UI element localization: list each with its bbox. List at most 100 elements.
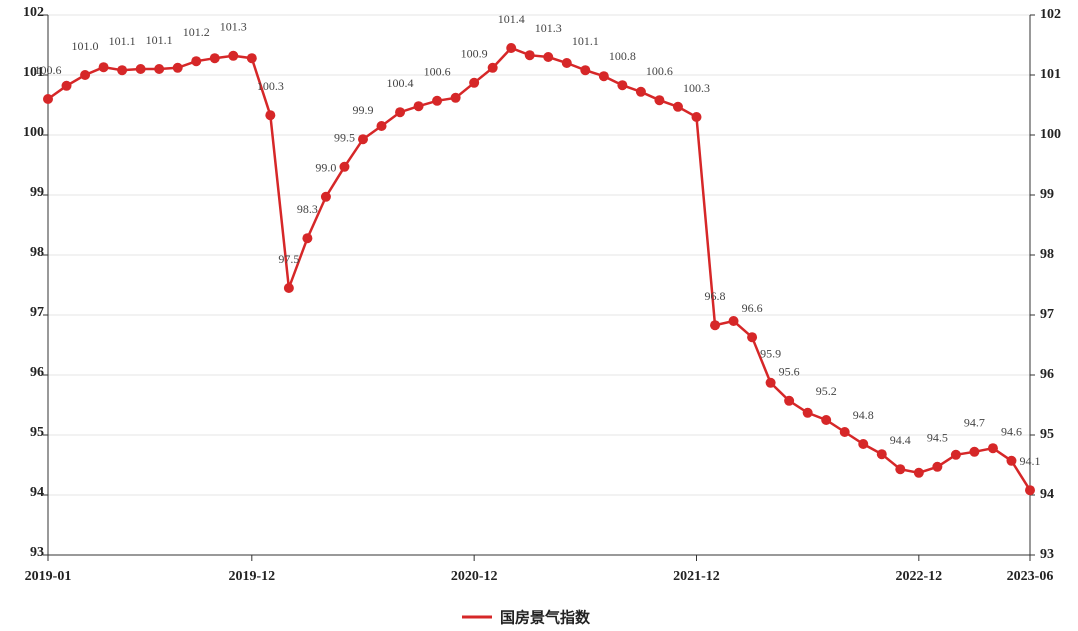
y2-tick-label: 96 — [1040, 367, 1054, 382]
point — [98, 62, 109, 73]
y2-tick-label: 94 — [1040, 487, 1054, 502]
point — [376, 121, 387, 131]
point — [154, 64, 165, 74]
y-tick-label: 99 — [30, 185, 44, 200]
point — [802, 407, 813, 418]
value-label: 98.3 — [297, 202, 318, 216]
value-label: 101.2 — [183, 25, 210, 39]
point — [765, 377, 776, 388]
point — [710, 320, 721, 331]
point — [228, 50, 239, 61]
point — [432, 95, 443, 106]
point — [580, 65, 591, 76]
value-label: 94.1 — [1020, 454, 1041, 468]
point — [209, 53, 220, 64]
point — [320, 191, 331, 202]
point — [80, 70, 91, 80]
value-label: 100.6 — [35, 63, 62, 77]
point — [117, 65, 128, 76]
point — [135, 64, 146, 74]
y-tick-label: 97 — [30, 305, 44, 320]
y2-tick-label: 100 — [1040, 127, 1061, 142]
point — [506, 43, 517, 53]
point — [784, 395, 795, 406]
y-tick-label: 95 — [30, 425, 44, 440]
line — [47, 46, 1032, 491]
value-label: 94.6 — [1001, 425, 1022, 439]
point — [598, 71, 609, 82]
x-tick-label: 2021-12 — [673, 569, 720, 584]
y2-tick-label: 101 — [1040, 67, 1061, 82]
value-label: 100.9 — [461, 47, 488, 61]
point — [61, 80, 72, 91]
value-label: 100.6 — [646, 64, 673, 78]
y-tick-label: 102 — [23, 5, 44, 20]
point — [895, 464, 906, 475]
point — [524, 50, 535, 61]
value-label: 100.8 — [609, 49, 636, 63]
y-tick-label: 100 — [23, 125, 44, 140]
value-label: 96.8 — [705, 289, 726, 303]
value-label: 100.3 — [683, 81, 710, 95]
value-label: 94.4 — [890, 433, 911, 447]
value-label: 101.4 — [498, 12, 525, 26]
point — [747, 332, 758, 343]
point — [395, 107, 406, 118]
point — [691, 112, 702, 122]
value-label: 94.5 — [927, 431, 948, 445]
point — [43, 94, 53, 104]
value-label: 99.0 — [315, 161, 336, 175]
point — [969, 446, 980, 457]
value-label: 101.1 — [109, 34, 136, 48]
point — [357, 134, 368, 145]
x-tick-label: 2019-01 — [25, 569, 72, 584]
value-label: 100.4 — [387, 76, 414, 90]
point — [821, 415, 832, 425]
point — [561, 58, 572, 68]
point — [987, 443, 998, 454]
y-tick-label: 101 — [23, 65, 44, 80]
point — [932, 461, 943, 472]
value-label: 101.3 — [535, 21, 562, 35]
point — [617, 80, 628, 91]
value-label: 101.1 — [146, 33, 173, 47]
value-label: 95.6 — [779, 365, 800, 379]
point — [654, 95, 665, 106]
y2-tick-label: 102 — [1040, 7, 1061, 22]
value-label: 95.2 — [816, 384, 837, 398]
point — [450, 92, 461, 103]
point — [413, 101, 424, 112]
y-tick-label: 93 — [30, 545, 44, 560]
legend-label: 国房景气指数 — [500, 609, 591, 627]
point — [265, 110, 276, 121]
value-label: 99.9 — [352, 103, 373, 117]
point — [339, 161, 350, 172]
y2-tick-label: 98 — [1040, 247, 1054, 262]
point — [839, 427, 850, 437]
value-label: 101.1 — [572, 34, 599, 48]
value-label: 100.3 — [257, 79, 284, 93]
value-label: 99.5 — [334, 131, 355, 145]
point — [543, 52, 554, 62]
value-label: 101.3 — [220, 20, 247, 34]
point — [283, 283, 294, 293]
point — [487, 62, 498, 73]
y-tick-label: 96 — [30, 365, 44, 380]
x-tick-label: 2023-06 — [1007, 569, 1054, 584]
point — [1025, 485, 1035, 496]
value-label: 94.7 — [964, 416, 985, 430]
value-label: 97.5 — [278, 252, 299, 266]
point — [191, 56, 202, 67]
point — [172, 62, 183, 73]
y2-tick-label: 95 — [1040, 427, 1054, 442]
value-label: 100.6 — [424, 65, 451, 79]
x-tick-label: 2022-12 — [895, 569, 942, 584]
y2-tick-label: 97 — [1040, 307, 1054, 322]
point — [635, 86, 646, 97]
point — [858, 439, 869, 449]
y2-tick-label: 99 — [1040, 187, 1054, 202]
value-label: 96.6 — [742, 301, 763, 315]
point — [302, 233, 313, 244]
x-tick-label: 2019-12 — [228, 569, 275, 584]
